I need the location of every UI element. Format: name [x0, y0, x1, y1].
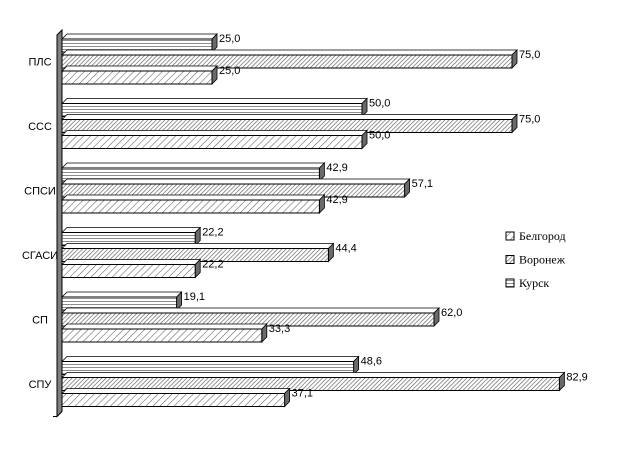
bar-top-face: [61, 130, 368, 136]
bar-front-face: [61, 393, 286, 407]
bar-front-face: [61, 54, 513, 69]
legend-item-1: Воронеж: [505, 253, 566, 267]
value-label-4-1: 62,0: [441, 307, 462, 319]
bar-0-0: [61, 33, 218, 53]
bar-top-face: [61, 227, 202, 233]
labels: 25,0 75,0 25,0 ПЛС 50,0 75,0 50,0 ССС 42,9 57,1 42…: [22, 33, 588, 400]
value-label-2-1: 57,1: [412, 178, 433, 190]
legend-label: Белгород: [519, 229, 566, 243]
bar-2-1: [61, 178, 411, 198]
bar-top-face: [61, 162, 326, 169]
bar-top-face: [61, 33, 218, 40]
bar-top-face: [61, 372, 566, 378]
bar-2-2: [61, 194, 326, 214]
bar-5-2: [61, 387, 291, 408]
category-label-2: СПСИ: [24, 186, 56, 198]
bar-top-face: [61, 243, 335, 249]
bar-top-face: [61, 356, 360, 362]
bar-1-1: [61, 113, 518, 134]
value-label-2-0: 42,9: [326, 162, 347, 174]
value-label-2-2: 42,9: [326, 194, 347, 206]
bar-group-3: [61, 226, 335, 279]
bar-top-face: [61, 194, 326, 201]
value-label-1-2: 50,0: [369, 130, 390, 142]
value-label-0-0: 25,0: [219, 33, 240, 45]
axis-side-wall: [56, 28, 63, 418]
category-label-3: СГАСИ: [22, 250, 58, 262]
value-label-0-1: 75,0: [519, 49, 540, 61]
bar-3-0: [61, 226, 202, 247]
legend-swatch: [505, 255, 515, 264]
value-label-4-0: 19,1: [184, 291, 205, 303]
category-label-1: ССС: [28, 121, 52, 133]
bar-front-face: [61, 199, 320, 214]
value-label-3-1: 44,4: [335, 243, 356, 255]
bar-top-face: [61, 291, 183, 298]
axis-wall: [53, 28, 63, 418]
bar-4-2: [61, 323, 268, 343]
bar-front-face: [61, 328, 263, 343]
bar-group-4: [61, 291, 440, 343]
bar-4-1: [61, 307, 440, 327]
value-label-1-0: 50,0: [369, 98, 390, 110]
bar-top-face: [61, 259, 202, 265]
bar-front-face: [61, 70, 213, 85]
bar-1-2: [61, 129, 368, 150]
value-label-0-2: 25,0: [219, 65, 240, 77]
bar-group-1: [61, 97, 518, 150]
value-label-4-2: 33,3: [269, 323, 290, 335]
legend-item-0: Белгород: [505, 229, 566, 243]
bar-5-1: [61, 371, 566, 392]
value-label-5-1: 82,9: [566, 372, 587, 384]
legend: Белгород Воронеж Курск: [505, 229, 566, 290]
bar-1-0: [61, 97, 368, 118]
category-label-4: СП: [32, 315, 48, 327]
bar-0-1: [61, 49, 518, 69]
legend-label: Курск: [519, 276, 549, 290]
bars: [61, 33, 566, 408]
bar-3-1: [61, 242, 335, 263]
value-label-3-0: 22,2: [202, 227, 223, 239]
bar-top-face: [61, 114, 518, 120]
bar-group-0: [61, 33, 518, 85]
legend-swatch: [505, 278, 515, 288]
value-label-5-2: 37,1: [292, 388, 313, 400]
value-label-1-1: 75,0: [519, 114, 540, 126]
bar-front-face: [61, 377, 560, 391]
legend-label: Воронеж: [519, 253, 566, 267]
bar-top-face: [61, 178, 411, 185]
bar-3-2: [61, 258, 202, 279]
bar-top-face: [61, 323, 268, 330]
bar-5-0: [61, 355, 360, 376]
bar-front-face: [61, 135, 363, 149]
value-label-5-0: 48,6: [361, 356, 382, 368]
bar-front-face: [61, 264, 196, 278]
bar-group-5: [61, 355, 566, 408]
bar-top-face: [61, 307, 440, 314]
bar-top-face: [61, 49, 518, 56]
bar-4-0: [61, 291, 183, 311]
legend-item-2: Курск: [505, 276, 549, 290]
legend-swatch: [505, 231, 515, 241]
bar-2-0: [61, 162, 326, 182]
category-label-0: ПЛС: [28, 57, 51, 69]
value-label-3-2: 22,2: [202, 259, 223, 271]
category-label-5: СПУ: [29, 379, 53, 391]
bar-top-face: [61, 98, 368, 104]
bar-0-2: [61, 65, 218, 85]
bar-group-2: [61, 162, 411, 214]
bar-top-face: [61, 65, 218, 72]
bar-top-face: [61, 388, 291, 394]
